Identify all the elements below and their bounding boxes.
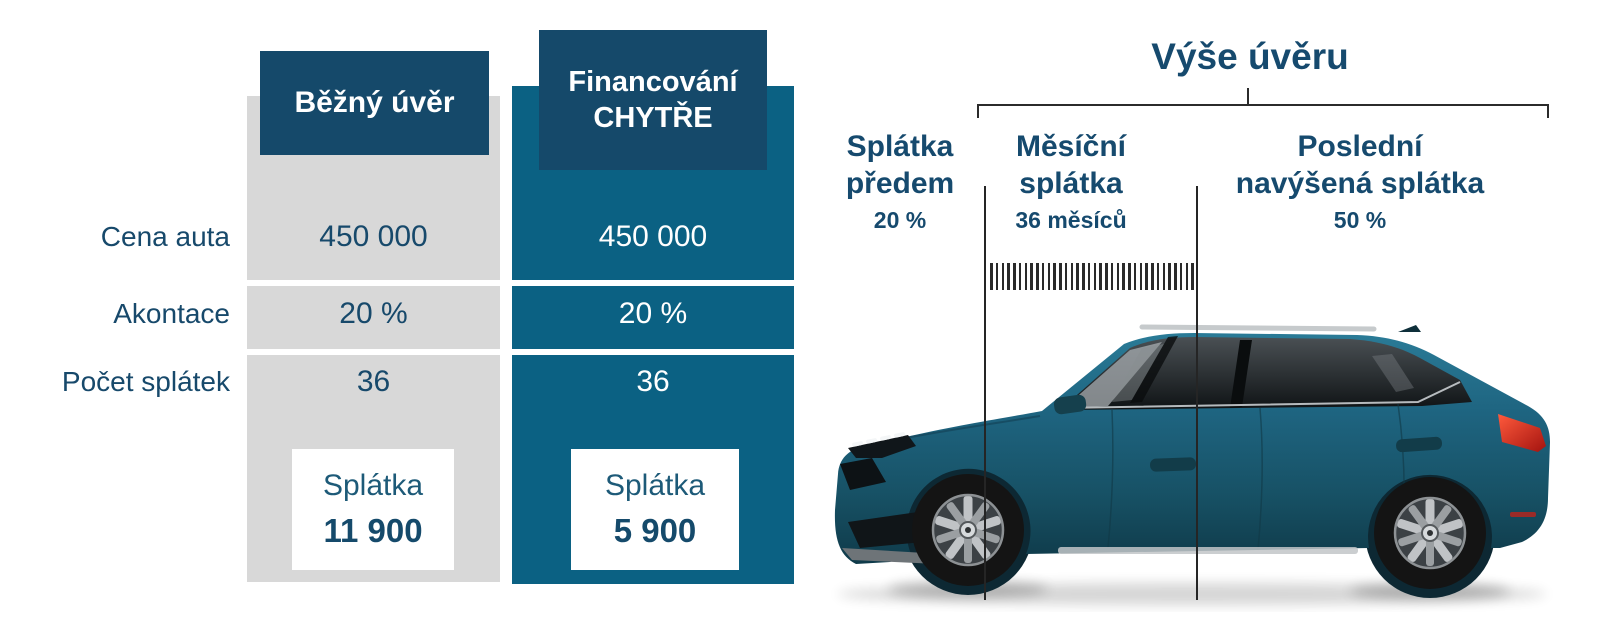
month-tick [1053,263,1056,290]
segment-final-value: 50 % [1333,207,1387,233]
month-tick [1024,263,1027,290]
monthly-ticks [990,263,1194,290]
payment-box-standard: Splátka 11 900 [292,449,454,570]
antenna-fin [1398,325,1421,332]
windshield-reflection [1064,342,1162,408]
month-tick [990,263,993,290]
segment-monthly-value: 36 měsíců [1015,207,1127,233]
month-tick [1059,263,1062,290]
cell-standard-installments: 36 [356,365,391,398]
month-tick [1064,263,1068,290]
month-tick [1185,263,1188,290]
month-tick [1139,263,1142,290]
row-divider [247,349,794,355]
month-tick [1174,263,1177,290]
segment-monthly-payment: Měsíční splátka 36 měsíců [976,128,1166,234]
row-divider [247,280,794,286]
taillight [1498,414,1546,452]
month-tick [1082,263,1085,290]
month-tick [1168,263,1171,290]
month-tick [995,263,999,290]
divider-line-right [1196,186,1198,600]
cell-smart-downpayment: 20 % [618,297,688,330]
payment-label-standard: Splátka [322,469,424,502]
loan-amount-title: Výše úvěru [1151,36,1349,77]
month-tick [1018,263,1022,290]
month-tick [1030,263,1033,290]
month-tick [1076,263,1079,290]
header-smart-financing-label-1: Financování [568,66,738,98]
drl-strip [852,432,905,447]
front-splitter [842,548,942,564]
headlight [848,435,916,458]
cell-smart-installments: 36 [636,365,670,398]
month-tick [1007,263,1010,290]
row-label-cena-auta: Cena auta [100,221,230,252]
month-tick [1162,263,1165,290]
segment-final-payment: Poslední navýšená splátka 50 % [1205,128,1515,234]
header-standard-loan: Běžný úvěr [260,51,489,155]
month-tick [1105,263,1108,290]
payment-value-standard: 11 900 [323,512,423,549]
month-tick [1099,263,1102,290]
cell-standard-price: 450 000 [319,220,428,253]
month-tick [1070,263,1073,290]
month-tick [1041,263,1045,290]
side-mirror [1053,394,1087,415]
row-label-akontace: Akontace [113,298,230,329]
month-tick [1116,263,1119,290]
front-door-handle [1150,457,1197,472]
month-tick [1013,263,1016,290]
header-standard-loan-label: Běžný úvěr [294,86,455,119]
month-tick [1179,263,1183,290]
month-tick [1087,263,1091,290]
cell-standard-downpayment: 20 % [339,297,408,330]
segment-upfront-payment: Splátka předem 20 % [805,128,995,234]
rear-wheel [1372,475,1488,591]
month-tick [1191,263,1194,290]
cell-smart-price: 450 000 [598,220,708,253]
car-illustration [834,324,1550,605]
title-tick [1247,88,1249,104]
loan-amount-bracket [977,104,1549,118]
month-tick [1128,263,1131,290]
month-tick [1151,263,1154,290]
header-smart-financing-label-2: CHYTŘE [593,102,713,134]
rear-door-handle [1396,436,1443,453]
payment-value-smart: 5 900 [613,512,697,549]
month-tick [1110,263,1114,290]
grille [840,458,886,490]
month-tick [1122,263,1125,290]
front-wheel [910,472,1026,588]
payment-label-smart: Splátka [604,469,706,502]
roof-rail [1139,324,1377,332]
month-tick [1093,263,1096,290]
header-smart-financing: Financování CHYTŘE [539,30,767,170]
month-tick [1036,263,1039,290]
month-tick [1145,263,1148,290]
row-label-pocet-splatek: Počet splátek [61,366,230,397]
month-tick [1001,263,1004,290]
month-tick [1133,263,1137,290]
month-tick [1047,263,1050,290]
month-tick [1156,263,1160,290]
rocker-trim [1058,547,1358,554]
divider-line-left [984,186,986,600]
payment-box-smart: Splátka 5 900 [571,449,739,570]
segment-upfront-value: 20 % [873,207,927,233]
